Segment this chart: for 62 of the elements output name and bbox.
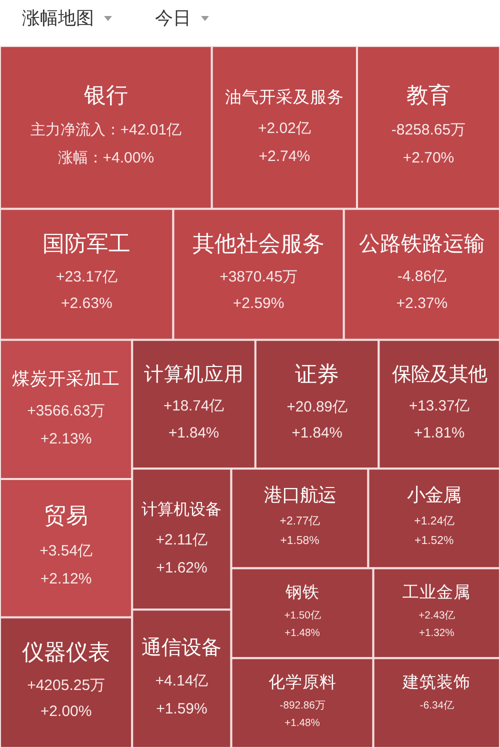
category-label: 计算机应用	[144, 364, 244, 386]
data-label: +4205.25万	[27, 676, 106, 694]
series-label: 涨幅：	[58, 150, 103, 167]
data-label: +1.81%	[414, 425, 465, 442]
data-label: +2.00%	[40, 703, 92, 720]
category-label: 港口航运	[264, 484, 336, 506]
data-label: +1.58%	[280, 534, 320, 547]
data-label: +1.84%	[292, 425, 342, 442]
data-label: -4.86亿	[397, 268, 447, 286]
category-label: 保险及其他	[392, 364, 487, 386]
data-label: +2.13%	[40, 430, 92, 448]
data-label: +2.59%	[232, 295, 284, 312]
category-label: 公路铁路运输	[358, 232, 485, 256]
data-label: -8258.65万	[391, 122, 466, 139]
category-label: 银行	[82, 82, 128, 108]
data-label: +3566.63万	[27, 402, 106, 420]
data-label: +1.84%	[168, 425, 220, 442]
data-label: +2.63%	[60, 295, 112, 312]
data-label: +4.00%	[102, 150, 154, 167]
data-label: +2.02亿	[258, 120, 311, 137]
data-label: +1.52%	[414, 534, 454, 547]
data-label: +4.14亿	[155, 672, 208, 690]
category-label: 油气开采及服务	[224, 88, 344, 107]
category-label: 仪器仪表	[22, 639, 110, 664]
category-label: 贸易	[44, 503, 88, 528]
data-label: +3870.45万	[220, 268, 298, 286]
category-label: 煤炭开采加工	[12, 368, 120, 389]
category-label: 钢铁	[284, 582, 320, 602]
data-label: +23.17亿	[56, 268, 118, 286]
data-label: +1.59%	[156, 700, 208, 718]
category-label: 通信设备	[142, 636, 222, 659]
data-label: +2.11亿	[156, 531, 208, 548]
category-label: 其他社会服务	[192, 230, 325, 256]
text: 涨幅地图	[22, 7, 94, 30]
data-label: +2.37%	[396, 295, 448, 312]
data-label: +1.62%	[156, 559, 208, 576]
category-label: 教育	[406, 82, 450, 108]
data-label: +2.70%	[402, 150, 454, 167]
category-label: 建筑装饰	[402, 672, 471, 692]
data-label: -892.86万	[280, 700, 325, 712]
text: 今日	[155, 7, 191, 30]
data-label: +18.74亿	[163, 398, 224, 415]
data-label: -6.34亿	[420, 700, 454, 712]
data-label: +2.74%	[258, 148, 310, 165]
data-label: 主力净流入：+42.01亿	[30, 122, 182, 139]
data-label: +2.43亿	[418, 610, 455, 622]
data-label: +2.77亿	[280, 515, 320, 528]
category-label: 计算机设备	[142, 500, 222, 518]
data-label: +3.54亿	[40, 542, 93, 560]
data-label: +20.89亿	[286, 399, 348, 416]
data-label: +1.24亿	[414, 515, 454, 528]
category-label: 小金属	[407, 484, 462, 506]
data-label: +1.48%	[284, 628, 320, 640]
category-label: 国防军工	[42, 230, 131, 256]
data-label: +13.37亿	[409, 398, 470, 415]
data-label: +2.12%	[40, 570, 92, 588]
data-label: +1.50亿	[284, 610, 320, 622]
data-label: +1.48%	[284, 718, 320, 730]
category-label: 证券	[295, 361, 340, 386]
category-label: 工业金属	[402, 582, 471, 602]
data-label: +1.32%	[418, 628, 454, 640]
category-label: 化学原料	[268, 672, 336, 692]
